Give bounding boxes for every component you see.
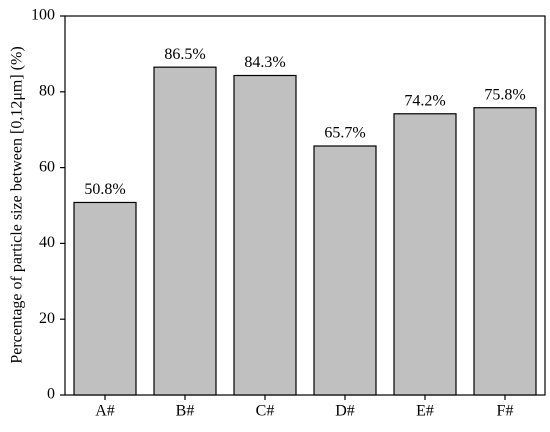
x-tick-label: B# [176, 403, 195, 420]
y-tick-label: 20 [39, 310, 55, 327]
y-tick-label: 0 [47, 386, 55, 403]
bar [393, 113, 457, 396]
y-tick-label: 60 [39, 158, 55, 175]
x-tick-label: E# [416, 403, 434, 420]
value-label: 74.2% [404, 92, 445, 109]
x-tick-label: F# [497, 403, 514, 420]
bar [313, 145, 377, 396]
bar [153, 66, 217, 396]
value-label: 75.8% [484, 86, 525, 103]
bar [233, 74, 297, 396]
plot-frame [64, 15, 546, 396]
value-label: 65.7% [324, 125, 365, 142]
value-label: 86.5% [164, 46, 205, 63]
x-tick-label: C# [256, 403, 275, 420]
x-tick-label: D# [335, 403, 355, 420]
value-label: 50.8% [84, 181, 125, 198]
y-tick-label: 80 [39, 82, 55, 99]
value-label: 84.3% [244, 54, 285, 71]
bar [473, 107, 537, 396]
bar [73, 201, 137, 396]
y-axis-label: Percentage of particle size between [0,1… [9, 46, 26, 363]
y-tick-label: 40 [39, 234, 55, 251]
y-tick-label: 100 [31, 7, 55, 24]
x-tick-label: A# [95, 403, 115, 420]
